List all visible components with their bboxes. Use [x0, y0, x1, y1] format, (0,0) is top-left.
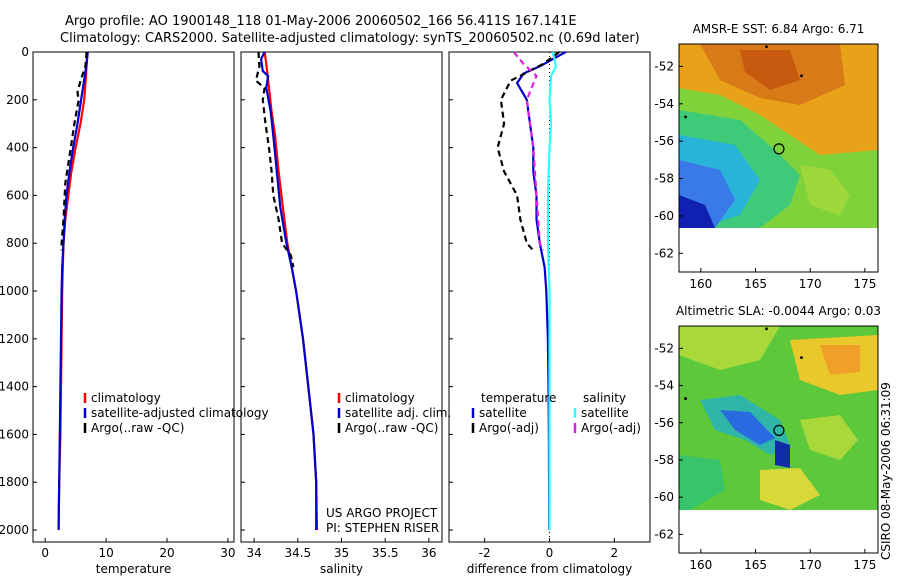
temperature-axes-frame — [32, 51, 235, 543]
difference-xtick-label: -2 — [479, 546, 491, 560]
sst_map-xtick-label: 175 — [853, 277, 876, 291]
sla_map-profile-marker — [773, 424, 785, 437]
difference-series-salinity-satellite — [546, 51, 558, 530]
sla_map-title: Altimetric SLA: -0.0044 Argo: 0.03 — [676, 304, 881, 318]
salinity-xtick-label: 34.5 — [284, 546, 311, 560]
temperature-series-satellite-adjusted-climatology — [57, 51, 89, 531]
sla_map-float-dot — [800, 356, 803, 360]
temperature-ytick-label: 1000 — [0, 284, 29, 298]
difference-series-temperature-satellite — [515, 51, 567, 531]
temperature-ytick-label: 400 — [6, 141, 29, 155]
sst_map-ytick-label: -56 — [654, 134, 674, 148]
difference-xtick-label: 0 — [546, 546, 554, 560]
difference-left-legend-label: Argo(-adj) — [479, 421, 539, 435]
difference-right-legend-label: satellite — [581, 406, 629, 420]
salinity-xtick-label: 34 — [246, 546, 261, 560]
sla_map-ytick-label: -54 — [654, 379, 674, 393]
sst_map-frame — [678, 43, 879, 273]
salinity-legend-label: satellite adj. clim. — [345, 406, 451, 420]
sst_map-float-dot — [765, 45, 768, 49]
temperature-ytick-label: 1800 — [0, 475, 29, 489]
temperature-ytick-label: 1400 — [0, 380, 29, 394]
difference-legend-title: salinity — [583, 391, 626, 405]
sst_map-xtick-label: 170 — [799, 277, 822, 291]
sla_map-ytick-label: -58 — [654, 453, 674, 467]
sst_map-float-dot — [800, 74, 803, 78]
sst_map-ytick-label: -58 — [654, 172, 674, 186]
sst_map-ytick-label: -60 — [654, 209, 674, 223]
sla_map-xtick-label: 170 — [799, 558, 822, 572]
temperature-xlabel: temperature — [96, 562, 171, 576]
temperature-legend-label: climatology — [91, 391, 161, 405]
difference-xlabel: difference from climatology — [467, 562, 633, 576]
temperature-ytick-label: 1200 — [0, 332, 29, 346]
sla_map-float-dot — [684, 397, 687, 400]
sla_map-ytick-label: -52 — [654, 341, 674, 355]
sla_map-xtick-label: 175 — [853, 558, 876, 572]
sst_map-ytick-label: -54 — [654, 97, 674, 111]
sst_map-xtick-label: 165 — [744, 277, 767, 291]
temperature-ytick-label: 2000 — [0, 523, 29, 537]
salinity-series-satellite-adj-clim- — [259, 51, 318, 530]
temperature-ytick-label: 200 — [6, 93, 29, 107]
sla_map-xtick-label: 165 — [744, 558, 767, 572]
salinity-note: PI: STEPHEN RISER — [326, 521, 439, 535]
sla_map-ytick-label: -62 — [654, 527, 674, 541]
sst_map-float-dot — [684, 115, 687, 119]
temperature-ytick-label: 1600 — [0, 427, 29, 441]
salinity-legend-label: climatology — [345, 391, 415, 405]
sla_map-ytick-label: -60 — [654, 490, 674, 504]
salinity-note: US ARGO PROJECT — [326, 506, 438, 520]
temperature-ytick-label: 600 — [6, 188, 29, 202]
sst_map-xtick-label: 160 — [689, 277, 712, 291]
difference-right-legend-label: Argo(-adj) — [581, 421, 641, 435]
sla_map-float-dot — [765, 327, 768, 331]
salinity-xtick-label: 36 — [421, 546, 436, 560]
sla_map-frame — [678, 325, 879, 554]
difference-xtick-label: 2 — [611, 546, 619, 560]
temperature-legend-label: Argo(..raw -QC) — [91, 421, 184, 435]
temperature-ytick-label: 800 — [6, 236, 29, 250]
difference-left-legend-label: satellite — [479, 406, 527, 420]
temperature-xtick-label: 20 — [159, 546, 174, 560]
temperature-ytick-label: 0 — [21, 45, 29, 59]
sla-map-fill — [679, 326, 878, 510]
temperature-legend-label: satellite-adjusted climatology — [91, 406, 269, 420]
salinity-xtick-label: 35 — [334, 546, 349, 560]
difference-legend-title: temperature — [481, 391, 556, 405]
difference-series-temperature-argo-adj- — [496, 51, 560, 252]
sst_map-profile-marker — [773, 143, 785, 155]
salinity-xlabel: salinity — [320, 562, 363, 576]
sst_map-ytick-label: -62 — [654, 246, 674, 260]
sla_map-xtick-label: 160 — [689, 558, 712, 572]
temperature-xtick-label: 30 — [220, 546, 235, 560]
header-line-1: Argo profile: AO 1900148_118 01-May-2006… — [65, 14, 577, 29]
sla_map-ytick-label: -56 — [654, 416, 674, 430]
sst_map-title: AMSR-E SST: 6.84 Argo: 6.71 — [693, 22, 865, 36]
header-line-2: Climatology: CARS2000. Satellite-adjuste… — [60, 31, 640, 46]
temperature-xtick-label: 0 — [41, 546, 49, 560]
temperature-xtick-label: 10 — [98, 546, 113, 560]
salinity-legend-label: Argo(..raw -QC) — [345, 421, 438, 435]
salinity-xtick-label: 35.5 — [372, 546, 399, 560]
difference-series-salinity-argo-adj- — [512, 51, 545, 251]
sst-map-fill — [679, 44, 878, 228]
sst_map-ytick-label: -52 — [654, 59, 674, 73]
salinity-series-argo-raw-qc- — [254, 51, 295, 268]
temperature-series-climatology — [57, 51, 89, 531]
